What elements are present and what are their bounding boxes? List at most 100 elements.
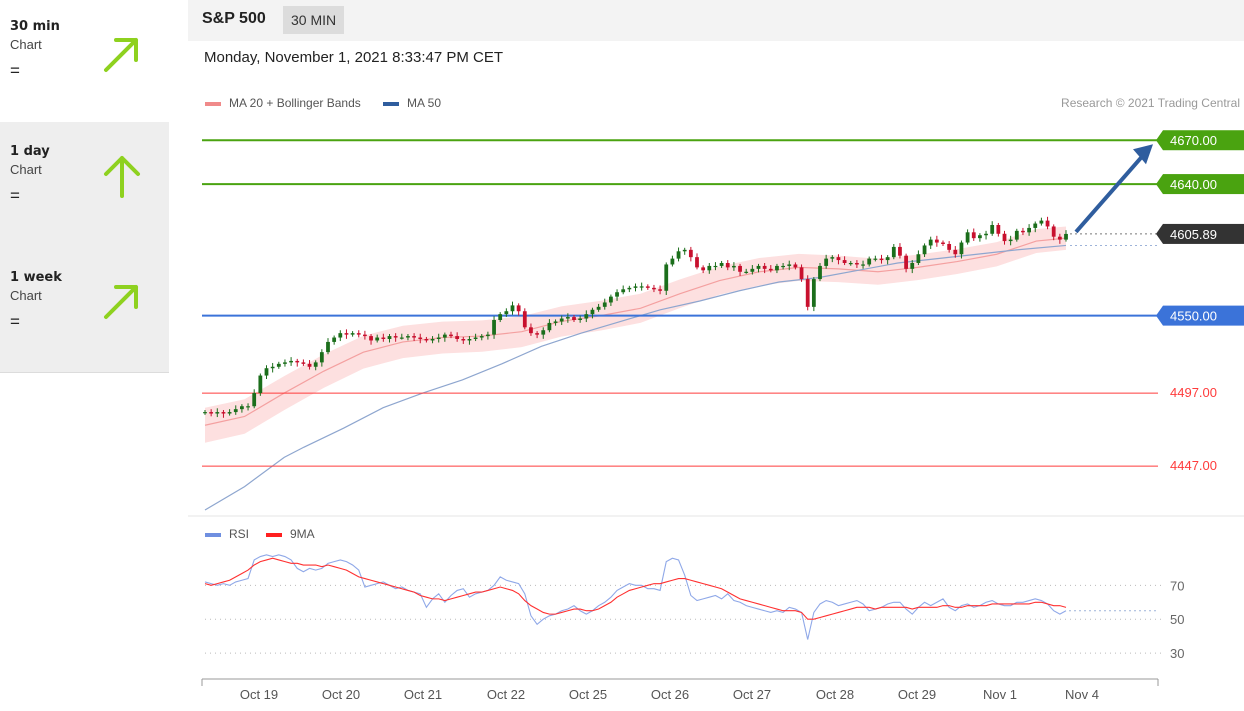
candle-body — [830, 257, 835, 259]
candle — [1014, 228, 1019, 242]
level-badge-pointer — [1156, 130, 1163, 151]
rsi-level-label-70: 70 — [1170, 578, 1184, 593]
candle — [928, 236, 933, 249]
candle-body — [947, 244, 952, 250]
candle-body — [387, 336, 392, 339]
level-badge-4640.00 — [1163, 174, 1244, 195]
candle — [719, 260, 724, 268]
candle — [1051, 224, 1056, 241]
candle-body — [1039, 220, 1044, 224]
candle-body — [609, 296, 613, 303]
candle-body — [276, 363, 281, 367]
candle-body — [682, 249, 687, 252]
candle — [504, 308, 509, 317]
candle-body — [436, 337, 441, 339]
candle — [387, 334, 392, 343]
candle-body — [326, 341, 330, 353]
candle — [430, 336, 435, 344]
candle-body — [565, 317, 570, 319]
candle — [486, 331, 490, 340]
candle-body — [762, 265, 767, 269]
candle-body — [541, 330, 546, 335]
candle — [732, 262, 736, 271]
candle-body — [805, 279, 810, 307]
candle-body — [934, 239, 939, 243]
candle-body — [744, 271, 749, 273]
candle — [947, 241, 952, 253]
candle-body — [1057, 236, 1062, 240]
candle — [1039, 217, 1044, 226]
candle-body — [971, 232, 976, 239]
x-tick-label: Oct 29 — [898, 687, 936, 702]
candle — [547, 319, 552, 333]
candle — [695, 253, 699, 270]
candle-body — [240, 406, 244, 410]
candle — [682, 247, 687, 255]
candle-body — [1051, 226, 1056, 237]
candle — [406, 334, 410, 341]
candle-body — [664, 264, 669, 291]
candle — [996, 222, 1001, 237]
candle — [412, 333, 416, 342]
candle-body — [658, 289, 662, 291]
timeframe-card-1week[interactable]: 1 week Chart = — [0, 247, 169, 373]
candle — [584, 310, 589, 323]
candle-body — [842, 260, 847, 263]
candle-body — [209, 412, 214, 414]
candle — [1027, 224, 1031, 236]
x-tick-label: Oct 25 — [569, 687, 607, 702]
candle-body — [510, 305, 515, 312]
chart-header: S&P 500 30 MIN — [188, 0, 1244, 41]
candle-body — [356, 333, 361, 335]
candle — [879, 254, 884, 264]
candle-body — [978, 235, 982, 239]
candle — [676, 247, 681, 262]
timeframe-card-1day[interactable]: 1 day Chart = — [0, 122, 169, 248]
candle-body — [338, 333, 343, 338]
candle-body — [363, 334, 367, 337]
candle-body — [633, 286, 638, 288]
up-arrow-icon — [104, 156, 140, 198]
candle — [1033, 221, 1038, 233]
last-price-badge — [1163, 223, 1244, 244]
candle — [1002, 230, 1007, 245]
candle — [725, 260, 730, 271]
candle-body — [535, 333, 539, 335]
candle — [233, 405, 238, 415]
candle-body — [455, 336, 460, 339]
candle — [301, 359, 306, 366]
candle-body — [1064, 233, 1068, 240]
candle — [855, 260, 859, 268]
candle — [916, 250, 921, 266]
candle-body — [350, 333, 355, 335]
candle — [670, 255, 675, 267]
candle — [424, 336, 429, 343]
candle — [830, 255, 835, 263]
candle-body — [307, 363, 312, 367]
candle-body — [264, 368, 269, 376]
candle — [276, 361, 281, 369]
timeframe-title: 1 day — [10, 144, 50, 159]
candle — [473, 333, 478, 342]
x-tick-label: Oct 26 — [651, 687, 689, 702]
x-tick-label: Nov 1 — [983, 687, 1017, 702]
candle-body — [855, 263, 859, 265]
candle — [934, 235, 939, 247]
timeframe-badge[interactable]: 30 MIN — [283, 6, 345, 34]
legend-9ma-label: 9MA — [290, 527, 315, 541]
candle-body — [639, 286, 644, 288]
candle — [873, 255, 878, 262]
candle-body — [283, 362, 287, 364]
candle-body — [590, 309, 595, 315]
trend-indicator: = — [10, 61, 20, 80]
candle-body — [652, 287, 656, 290]
candle-body — [732, 265, 736, 268]
candle — [756, 263, 761, 273]
rsi-9ma-line — [204, 557, 1067, 620]
candle-body — [313, 362, 318, 367]
last-price-badge-pointer — [1156, 223, 1163, 244]
candle — [768, 265, 773, 273]
candle-body — [824, 258, 829, 266]
timeframe-card-30min[interactable]: 30 min Chart = — [0, 0, 169, 126]
candle — [781, 263, 785, 270]
